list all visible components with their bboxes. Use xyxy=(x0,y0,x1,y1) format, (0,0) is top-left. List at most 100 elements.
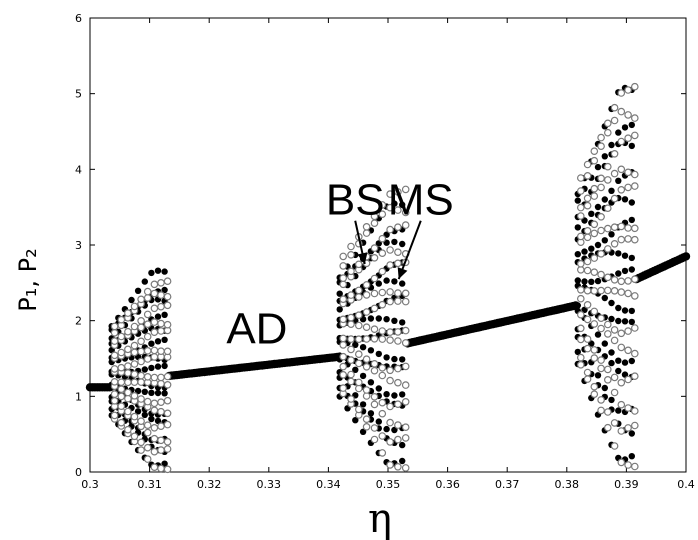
data-point xyxy=(610,223,619,232)
data-point xyxy=(161,336,168,343)
data-point xyxy=(347,320,355,329)
data-point xyxy=(354,311,363,320)
data-point xyxy=(137,337,145,346)
data-point xyxy=(576,285,585,294)
data-point xyxy=(352,417,359,424)
data-point xyxy=(383,277,390,284)
data-point xyxy=(603,423,612,432)
data-point xyxy=(394,289,402,297)
data-point xyxy=(370,289,379,298)
data-point xyxy=(624,404,632,412)
data-point xyxy=(347,242,355,251)
data-point xyxy=(583,335,592,343)
data-point xyxy=(630,421,639,430)
data-point xyxy=(161,286,168,294)
data-point xyxy=(630,170,639,179)
data-point xyxy=(386,461,394,469)
data-point xyxy=(386,288,394,296)
data-point xyxy=(394,337,402,345)
data-point xyxy=(161,362,168,370)
data-point xyxy=(137,323,145,332)
data-point xyxy=(378,449,387,457)
data-point xyxy=(386,203,394,212)
data-point xyxy=(370,424,379,432)
data-point xyxy=(378,267,387,276)
data-point xyxy=(161,268,168,275)
data-point xyxy=(124,362,132,370)
data-point xyxy=(624,168,632,177)
data-point xyxy=(583,160,592,169)
data-point xyxy=(617,89,626,97)
data-point xyxy=(391,317,398,324)
data-point xyxy=(362,422,371,431)
data-point xyxy=(143,355,152,363)
data-point xyxy=(354,359,363,368)
data-point xyxy=(601,237,608,244)
data-point xyxy=(617,165,626,174)
data-point xyxy=(401,362,410,371)
data-point xyxy=(594,277,602,285)
data-point xyxy=(583,315,592,324)
data-point xyxy=(583,194,592,203)
data-point xyxy=(362,335,371,343)
data-point xyxy=(137,295,145,304)
data-point xyxy=(574,197,581,204)
data-point xyxy=(610,240,619,248)
data-point xyxy=(163,292,172,301)
data-point xyxy=(117,385,126,394)
data-point xyxy=(630,462,639,471)
data-point xyxy=(603,330,612,338)
data-point xyxy=(624,346,632,355)
data-point xyxy=(336,290,343,297)
data-point xyxy=(601,196,608,203)
data-point xyxy=(141,278,148,285)
data-point xyxy=(128,296,135,304)
data-point xyxy=(624,134,632,143)
data-point xyxy=(615,250,622,257)
data-point xyxy=(163,301,172,310)
data-point xyxy=(590,390,599,399)
data-point xyxy=(617,277,626,286)
tick-labels: 0.3 0.31 0.32 0.33 0.34 0.35 0.36 0.37 0.38 0.39 0… xyxy=(75,12,695,491)
data-point xyxy=(141,388,148,395)
data-point xyxy=(621,252,629,259)
data-point xyxy=(378,409,387,418)
data-point xyxy=(583,344,592,353)
data-point xyxy=(378,249,387,258)
data-point xyxy=(581,278,588,285)
data-point xyxy=(583,300,592,309)
x-tick-label: 0.31 xyxy=(137,478,162,491)
data-point xyxy=(339,262,348,270)
data-point xyxy=(608,299,615,307)
data-point xyxy=(117,418,126,427)
data-point xyxy=(117,363,126,372)
data-point xyxy=(339,274,348,282)
data-point xyxy=(401,208,410,217)
data-point xyxy=(110,351,119,360)
data-point xyxy=(590,268,599,277)
y-tick-label: 2 xyxy=(75,315,82,328)
data-point xyxy=(594,203,602,211)
data-point xyxy=(383,425,390,433)
data-point xyxy=(354,378,363,387)
data-point xyxy=(154,338,162,345)
data-point xyxy=(615,367,622,375)
data-point xyxy=(347,251,355,259)
data-point xyxy=(574,224,581,231)
data-point xyxy=(615,407,622,414)
data-point xyxy=(630,224,639,233)
data-point xyxy=(161,390,168,397)
data-point xyxy=(583,227,592,235)
x-tick-label: 0.4 xyxy=(677,478,695,491)
data-point xyxy=(576,294,585,303)
data-point xyxy=(401,326,410,335)
annotation-arrowhead xyxy=(397,267,408,280)
data-point xyxy=(150,280,159,289)
data-point xyxy=(603,375,612,384)
data-point xyxy=(394,435,402,444)
data-point xyxy=(630,324,639,332)
data-point xyxy=(391,278,398,285)
data-point xyxy=(141,366,148,373)
data-point xyxy=(154,363,162,370)
data-point xyxy=(401,434,410,442)
